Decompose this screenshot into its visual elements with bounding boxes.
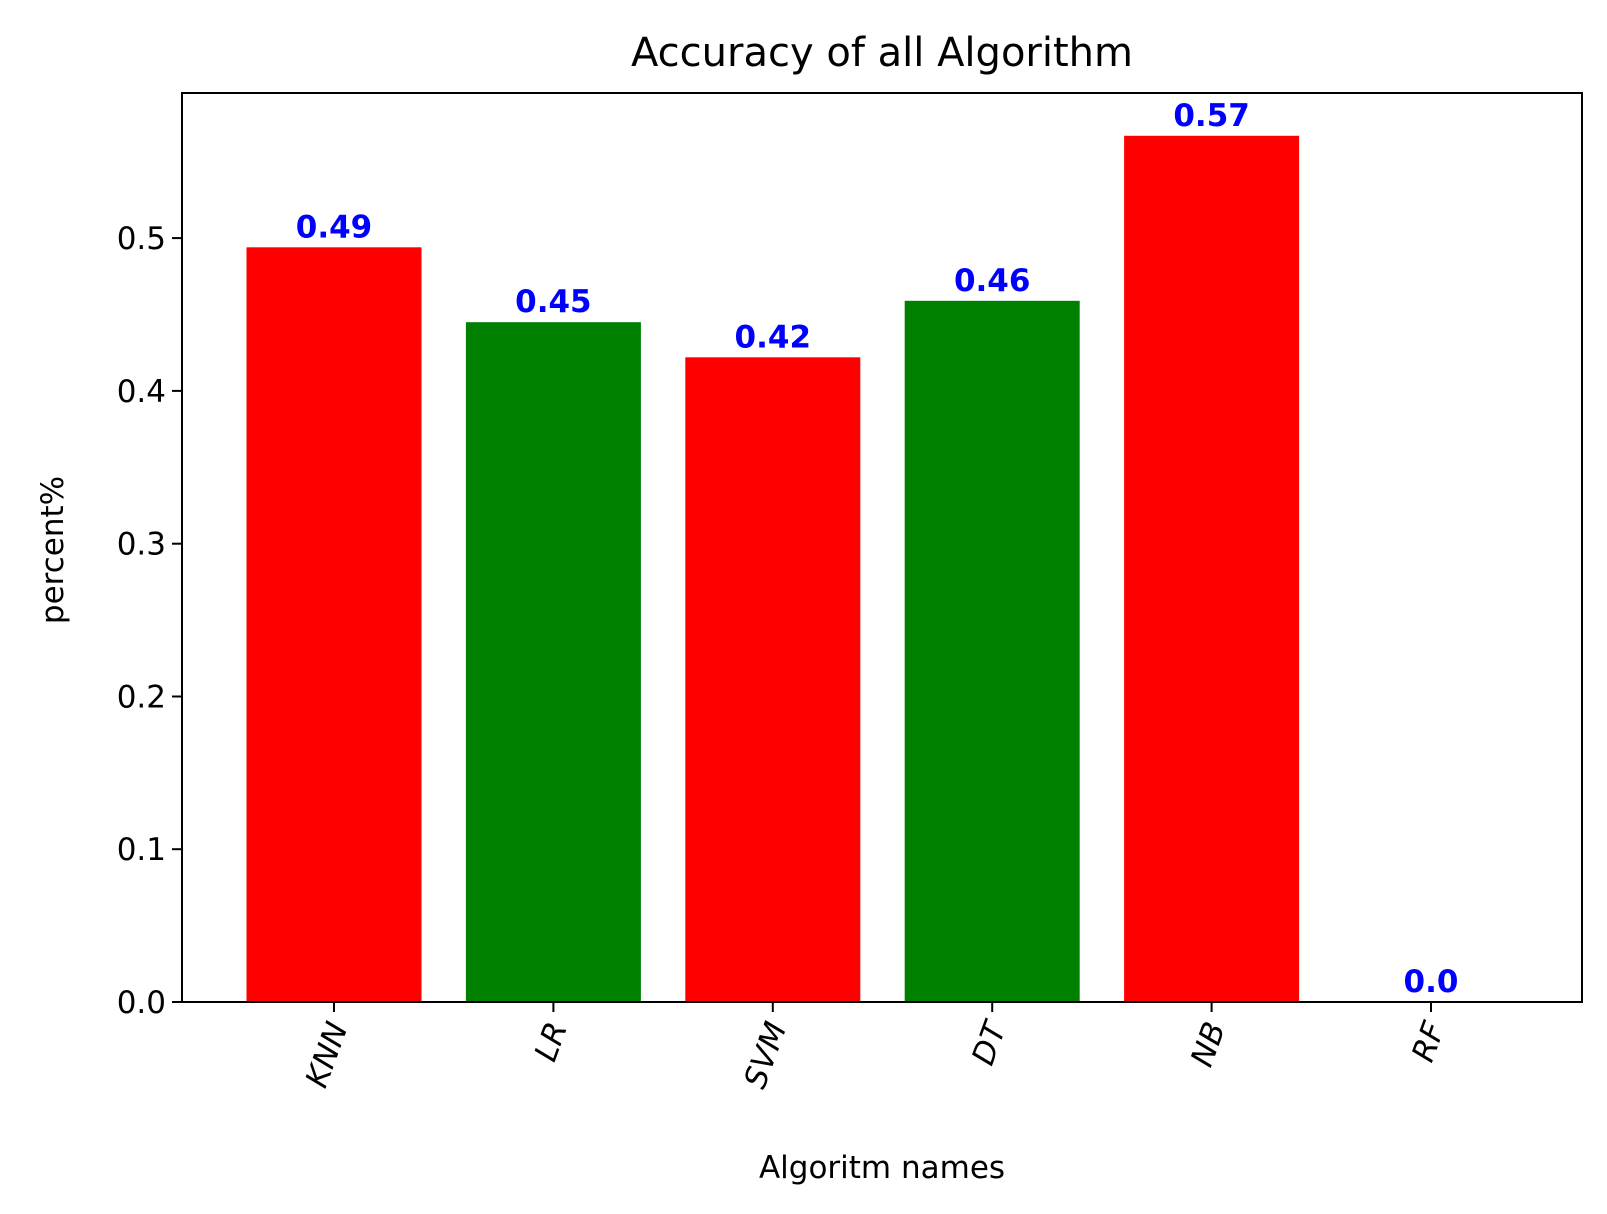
data-label-lr: 0.45 — [515, 284, 592, 320]
bar-nb — [1124, 135, 1300, 1003]
y-tick-label: 0.0 — [117, 985, 166, 1021]
bar-svm — [685, 357, 861, 1002]
y-axis: 0.0 0.1 0.2 0.3 0.4 0.5 — [117, 221, 182, 1021]
data-label-nb: 0.57 — [1173, 98, 1250, 134]
y-tick-label: 0.2 — [117, 680, 166, 716]
y-tick-label: 0.4 — [117, 374, 166, 410]
y-tick-label: 0.5 — [117, 221, 166, 257]
data-labels-layer: 0.49 0.45 0.42 0.46 0.57 0.0 — [296, 98, 1459, 1000]
y-tick-label: 0.3 — [117, 527, 166, 563]
data-label-rf: 0.0 — [1404, 964, 1459, 1000]
data-label-knn: 0.49 — [296, 209, 373, 245]
plot-frame — [181, 92, 1583, 1003]
bars-layer — [246, 135, 1300, 1003]
bar-lr — [465, 322, 641, 1002]
y-axis-label: percent% — [35, 476, 71, 624]
bar-knn — [246, 247, 422, 1003]
x-axis-label: Algoritm names — [759, 1150, 1005, 1186]
bar-dt — [904, 300, 1080, 1002]
chart-title: Accuracy of all Algorithm — [631, 30, 1133, 76]
data-label-svm: 0.42 — [735, 319, 812, 355]
y-tick-label: 0.1 — [117, 832, 166, 868]
data-label-dt: 0.46 — [954, 263, 1031, 299]
